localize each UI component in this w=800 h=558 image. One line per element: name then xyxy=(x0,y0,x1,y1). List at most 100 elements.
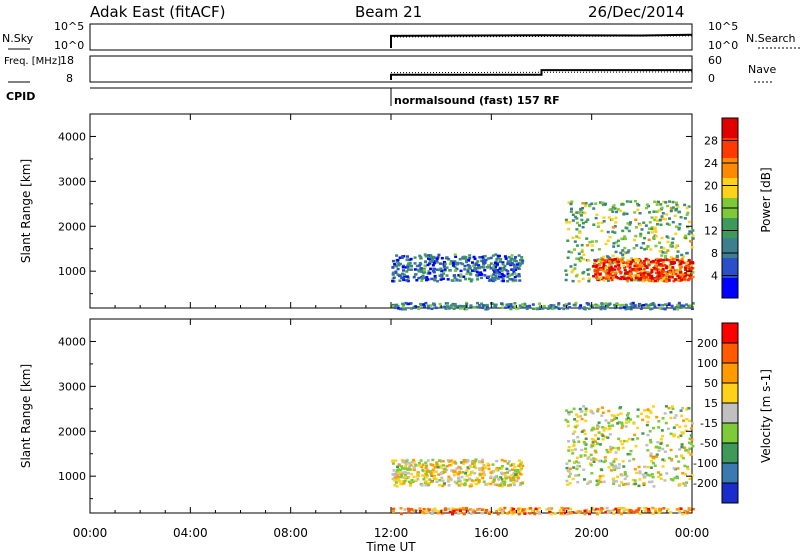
data-cell xyxy=(427,270,431,273)
data-cell xyxy=(595,213,599,216)
data-cell xyxy=(663,412,667,415)
data-cell xyxy=(455,481,459,485)
data-cell xyxy=(680,443,684,446)
data-cell xyxy=(689,442,693,446)
data-cell xyxy=(641,473,645,476)
data-cell xyxy=(477,481,481,485)
data-cell xyxy=(597,248,601,251)
data-cell xyxy=(405,460,409,463)
data-cell xyxy=(651,506,655,510)
data-cell xyxy=(639,232,643,236)
data-cell xyxy=(612,508,616,512)
data-cell xyxy=(608,256,612,260)
data-cell xyxy=(603,456,607,459)
colorbar-tick-label: 28 xyxy=(704,135,718,148)
data-cell xyxy=(397,471,401,474)
data-cell xyxy=(690,474,694,477)
data-cell xyxy=(597,259,601,263)
data-cell xyxy=(466,268,470,272)
data-cell xyxy=(570,207,574,211)
noise-panel: N.Sky 10^5 10^0 10^5 10^0 N.Search xyxy=(2,20,800,52)
data-cell xyxy=(417,264,421,267)
data-cell xyxy=(689,239,693,243)
data-cell xyxy=(449,459,453,463)
data-cell xyxy=(600,433,604,436)
data-cell xyxy=(633,200,637,203)
data-cell xyxy=(659,277,663,280)
data-cell xyxy=(391,510,395,514)
data-cell xyxy=(660,275,664,278)
data-cell xyxy=(521,306,525,309)
data-cell xyxy=(479,273,483,276)
data-cell xyxy=(486,265,490,269)
data-cell xyxy=(590,202,594,205)
data-cell xyxy=(647,480,651,484)
data-cell xyxy=(614,221,618,224)
data-cell xyxy=(596,424,600,427)
data-cell xyxy=(595,483,599,487)
data-cell xyxy=(570,200,574,203)
data-cell xyxy=(597,421,601,424)
data-cell xyxy=(423,253,427,256)
data-cell xyxy=(670,275,674,279)
data-cell xyxy=(560,506,564,510)
data-cell xyxy=(677,226,681,230)
data-cell xyxy=(491,254,495,257)
data-cell xyxy=(481,256,485,259)
data-cell xyxy=(553,512,557,516)
data-cell xyxy=(515,475,519,478)
data-cell xyxy=(402,269,406,272)
data-cell xyxy=(518,279,522,282)
data-cell xyxy=(510,506,514,510)
data-cell xyxy=(599,261,603,265)
data-cell xyxy=(645,203,649,206)
data-cell xyxy=(598,477,602,480)
data-cell xyxy=(594,434,598,437)
data-cell xyxy=(457,304,461,308)
data-cell xyxy=(658,269,662,272)
data-cell xyxy=(615,210,619,214)
data-cell xyxy=(424,483,428,487)
data-cell xyxy=(669,478,673,481)
data-cell xyxy=(460,306,464,310)
data-cell xyxy=(531,509,535,513)
data-cell xyxy=(513,275,517,279)
data-cell xyxy=(605,274,609,278)
data-cell xyxy=(491,279,495,283)
data-cell xyxy=(495,263,499,266)
data-cell xyxy=(475,273,479,277)
data-cell xyxy=(675,258,679,262)
data-cell xyxy=(491,265,495,269)
data-cell xyxy=(651,259,655,263)
data-cell xyxy=(398,279,402,282)
data-cell xyxy=(572,303,576,307)
data-cell xyxy=(480,460,484,464)
data-cell xyxy=(646,408,650,411)
data-cell xyxy=(460,304,464,308)
data-cell xyxy=(668,266,672,270)
data-cell xyxy=(404,464,408,468)
data-cell xyxy=(481,511,485,515)
data-cell xyxy=(690,427,694,430)
data-cell xyxy=(645,415,649,418)
data-cell xyxy=(670,405,674,408)
data-cell xyxy=(441,479,445,482)
data-cell xyxy=(603,307,607,311)
data-cell xyxy=(512,481,516,485)
data-cell xyxy=(472,255,476,259)
data-cell xyxy=(462,460,466,463)
data-cell xyxy=(465,469,469,473)
data-cell xyxy=(434,509,438,512)
data-cell xyxy=(536,510,540,514)
data-cell xyxy=(391,477,395,481)
data-cell xyxy=(495,509,499,513)
data-cell xyxy=(486,482,490,486)
data-cell xyxy=(432,255,436,259)
data-cell xyxy=(677,272,681,276)
data-cell xyxy=(499,471,503,475)
data-cell xyxy=(452,307,456,311)
data-cell xyxy=(578,231,582,235)
data-cell xyxy=(689,276,693,279)
data-cell xyxy=(446,305,450,309)
data-cell xyxy=(607,421,611,425)
